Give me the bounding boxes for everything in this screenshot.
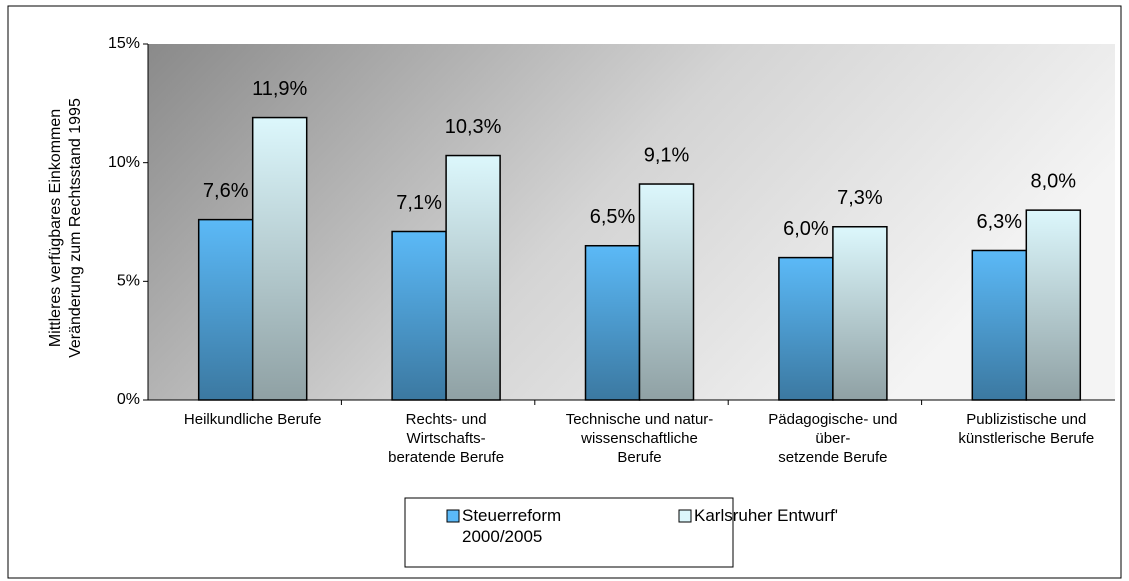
y-tick-label: 0% <box>117 391 140 408</box>
bar-shade <box>391 230 447 401</box>
bar-shade <box>832 225 888 401</box>
bar-shade <box>1025 209 1082 401</box>
value-label: 6,3% <box>977 211 1023 233</box>
bar-shade <box>638 183 695 401</box>
value-label: 8,0% <box>1031 170 1077 192</box>
y-tick-label: 5% <box>117 273 140 290</box>
x-tick-label: Pädagogische- und über- setzende Berufe <box>768 411 898 466</box>
value-label: 6,5% <box>590 206 636 228</box>
value-label: 6,0% <box>783 218 829 240</box>
x-tick-label: Technische und natur- wissenschaftliche … <box>565 411 714 466</box>
value-label: 11,9% <box>252 78 307 100</box>
legend-marker <box>678 509 692 523</box>
bar-shade <box>778 256 834 401</box>
bar-shade <box>584 244 641 401</box>
bar-shade <box>971 249 1028 401</box>
bar-shade <box>251 116 308 401</box>
value-label: 7,6% <box>203 180 249 202</box>
legend-label: Steuerreform 2000/2005 <box>462 506 562 546</box>
y-tick-label: 10% <box>108 154 140 171</box>
value-label: 7,1% <box>396 192 442 214</box>
y-tick-label: 15% <box>108 35 140 52</box>
y-axis-label: Mittleres verfügbares Einkommen Veränder… <box>47 98 84 358</box>
legend-box <box>404 497 734 568</box>
legend-marker <box>446 509 460 523</box>
bar-shade <box>197 218 254 401</box>
x-tick-label: Publizistische und künstlerische Berufe <box>958 411 1095 447</box>
value-label: 9,1% <box>644 144 690 166</box>
bar-shade <box>445 154 501 401</box>
value-label: 10,3% <box>445 116 502 138</box>
legend-label: Karlsruher Entwurf' <box>694 506 839 525</box>
x-tick-label: Heilkundliche Berufe <box>183 411 322 428</box>
x-tick-label: Rechts- und Wirtschafts- beratende Beruf… <box>388 411 505 466</box>
value-label: 7,3% <box>837 187 883 209</box>
